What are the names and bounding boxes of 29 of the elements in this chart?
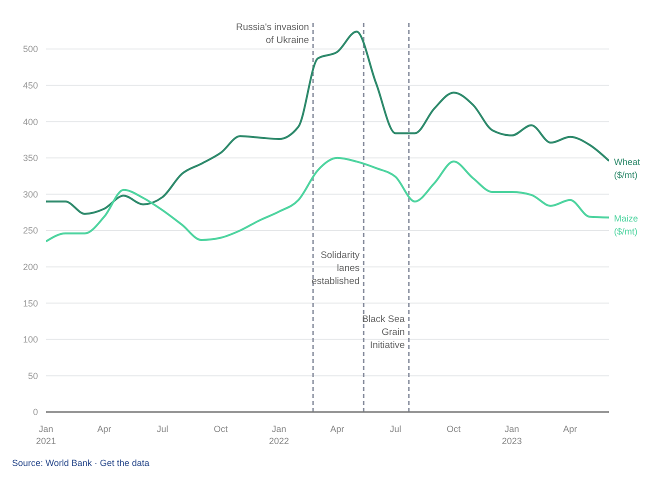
- y-tick-label: 250: [22, 226, 38, 236]
- y-tick-label: 400: [22, 116, 38, 127]
- series-label: Wheat ($/mt): [614, 156, 641, 180]
- x-tick-label: Jul: [390, 424, 402, 434]
- y-tick-label: 200: [22, 262, 38, 272]
- ref-line-label: Solidarity lanes established: [312, 250, 360, 287]
- y-tick-label: 100: [22, 334, 38, 345]
- y-tick-label: 50: [28, 370, 38, 381]
- x-tick-label: Jan 2023: [502, 424, 522, 446]
- y-tick-label: 500: [22, 44, 38, 54]
- ref-line-label: Black Sea Grain Initiative: [362, 314, 406, 351]
- line-series: [46, 156, 609, 242]
- source-note: Source: World Bank · Get the data: [12, 458, 150, 468]
- x-tick-label: Apr: [563, 424, 578, 434]
- x-tick-label: Jan 2022: [268, 424, 289, 446]
- y-tick-label: 450: [22, 80, 38, 91]
- y-tick-label: 150: [22, 298, 38, 308]
- y-tick-label: 350: [22, 153, 38, 164]
- x-tick-label: Oct: [214, 424, 228, 434]
- x-tick-label: Oct: [446, 424, 462, 434]
- y-tick-label: 300: [22, 189, 38, 200]
- series-label: Maize ($/mt): [614, 213, 638, 236]
- x-tick-label: Apr: [330, 424, 344, 434]
- x-tick-label: Jul: [156, 424, 168, 434]
- x-tick-label: Apr: [97, 424, 112, 434]
- y-tick-label: 0: [32, 407, 38, 418]
- x-tick-label: Jan 2021: [36, 424, 56, 446]
- ref-line-label: Russia's invasion of Ukraine: [236, 22, 310, 46]
- line-series: [46, 30, 609, 215]
